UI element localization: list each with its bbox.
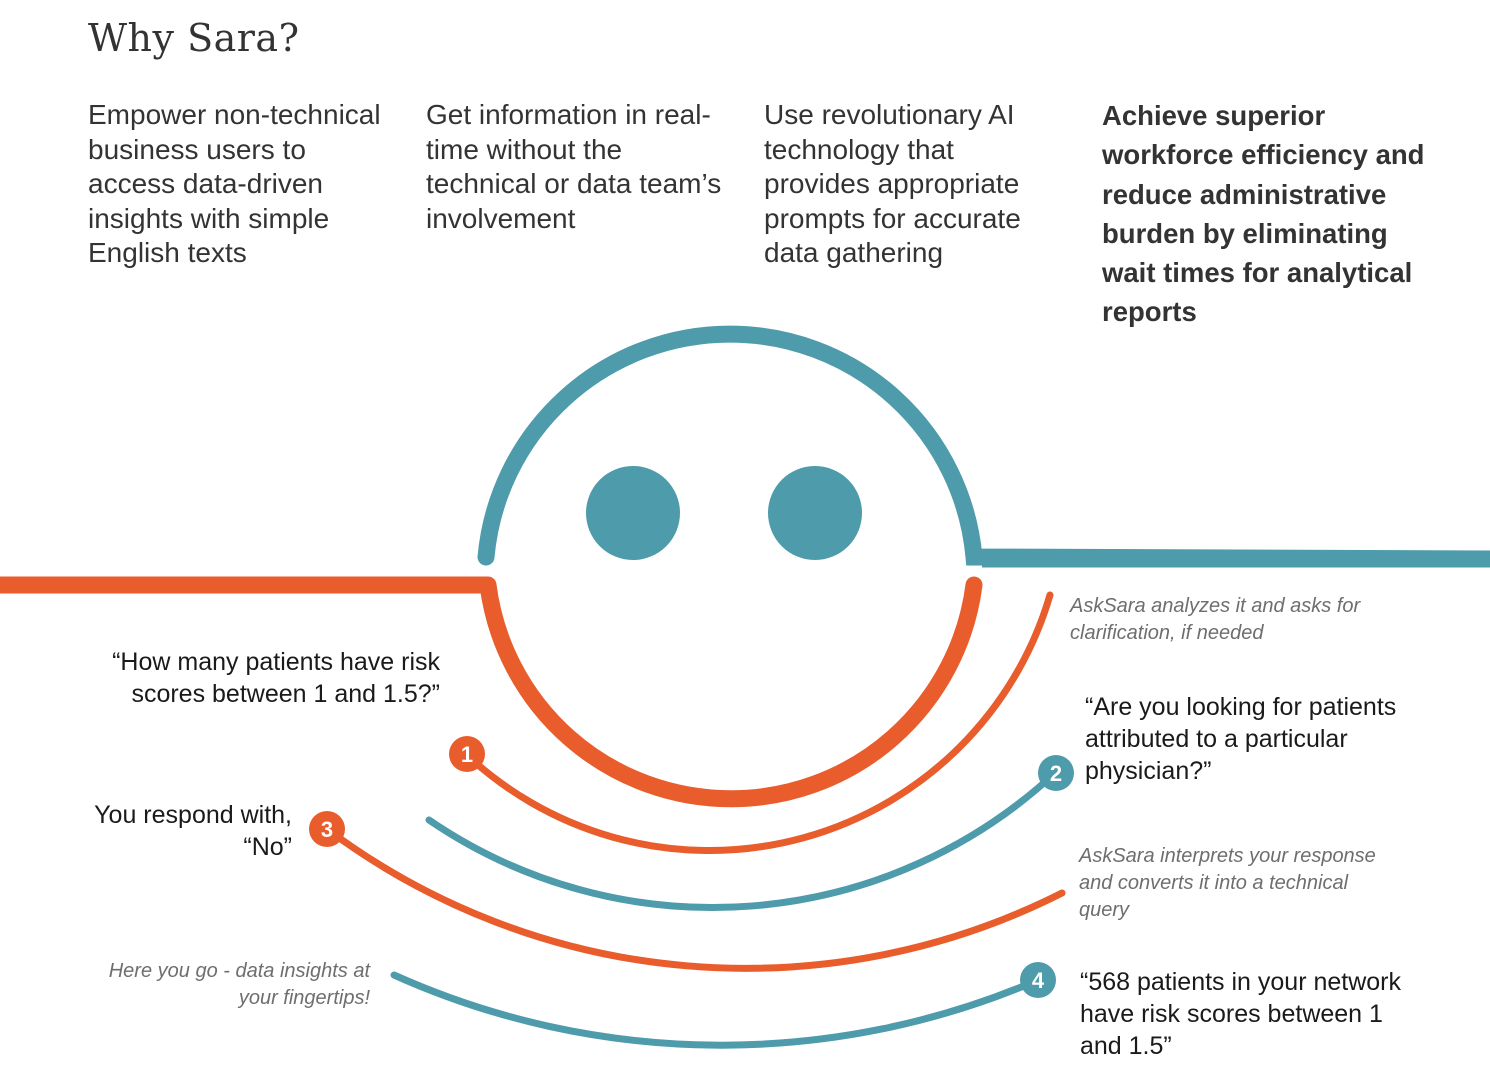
note-result: Here you go - data insights at your fing… <box>108 960 370 1009</box>
note-interpret: AskSara interprets your response and con… <box>1079 845 1376 921</box>
step1-question: “How many patients have risk scores betw… <box>112 648 440 708</box>
step4-answer: “568 patients in your network have risk … <box>1080 968 1402 1060</box>
svg-text:3: 3 <box>321 817 333 842</box>
arc-step4-teal <box>390 971 1042 1049</box>
badge-step-4: 4 <box>1020 962 1056 998</box>
badge-step-1: 1 <box>449 736 485 772</box>
badge-step-2: 2 <box>1038 755 1074 791</box>
benefit-empower: Empower non-technical business users to … <box>88 99 381 268</box>
arc-step2-teal <box>425 768 1060 911</box>
svg-text:2: 2 <box>1050 761 1062 786</box>
left-eye <box>586 466 680 560</box>
page-title: Why Sara? <box>88 16 300 60</box>
step2-clarification: “Are you looking for patients attributed… <box>1085 693 1397 785</box>
badge-step-3: 3 <box>309 811 345 847</box>
svg-text:1: 1 <box>461 742 473 767</box>
svg-text:4: 4 <box>1032 968 1045 993</box>
benefit-ai-technology: Use revolutionary AI technology that pro… <box>764 99 1021 268</box>
right-eye <box>768 466 862 560</box>
note-analyze: AskSara analyzes it and asks for clarifi… <box>1070 595 1361 644</box>
benefit-efficiency: Achieve superior workforce efficiency an… <box>1102 100 1425 328</box>
step3-response: You respond with, “No” <box>94 801 292 861</box>
arc-step3-orange <box>323 825 1066 972</box>
smile-mouth <box>0 576 983 808</box>
benefit-realtime: Get information in real-time without the… <box>426 99 722 234</box>
arc-step1-orange <box>463 591 1054 854</box>
head-outline <box>477 325 1490 568</box>
